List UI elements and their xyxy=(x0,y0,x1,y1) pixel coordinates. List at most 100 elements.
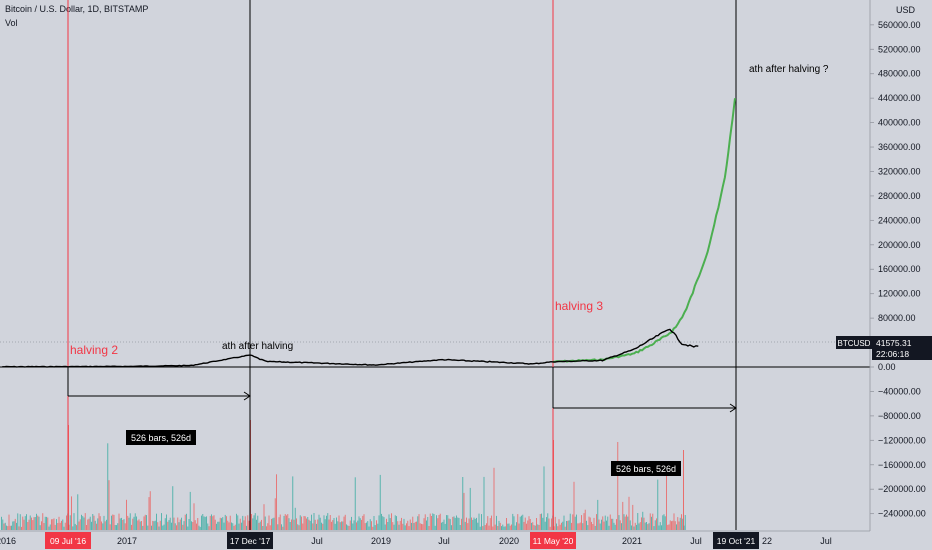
volume-bar xyxy=(47,517,49,530)
volume-bar xyxy=(33,517,35,530)
volume-bar xyxy=(596,514,597,530)
x-axis-panel[interactable] xyxy=(0,531,932,550)
volume-bar xyxy=(104,521,106,530)
volume-bar xyxy=(128,517,130,530)
volume-bar xyxy=(302,523,304,530)
volume-bar xyxy=(22,516,24,530)
volume-bar xyxy=(647,524,649,530)
volume-bar xyxy=(426,520,427,530)
volume-bar xyxy=(39,525,41,530)
volume-bar xyxy=(337,521,339,530)
volume-bar xyxy=(423,518,425,530)
volume-bar xyxy=(328,519,330,530)
volume-bar xyxy=(627,516,629,530)
volume-bar xyxy=(659,522,661,530)
volume-bar xyxy=(384,524,386,530)
y-tick-label: 400000.00 xyxy=(878,118,921,128)
volume-bar xyxy=(572,514,574,530)
volume-bar xyxy=(351,516,352,530)
volume-bar xyxy=(233,525,235,530)
volume-bar xyxy=(376,520,377,530)
volume-bar xyxy=(511,524,512,530)
volume-bar xyxy=(367,521,369,530)
y-tick-label: 120000.00 xyxy=(878,289,921,299)
volume-bar xyxy=(446,515,447,530)
volume-bar xyxy=(157,522,159,530)
volume-bar xyxy=(524,517,526,530)
volume-bar xyxy=(573,481,575,530)
volume-bar xyxy=(203,516,205,530)
volume-bar xyxy=(411,522,412,530)
volume-bar xyxy=(581,515,582,530)
volume-bar xyxy=(288,518,290,530)
volume-bar xyxy=(66,515,67,530)
price-badge xyxy=(872,336,932,360)
volume-bar xyxy=(37,515,39,530)
volume-bar xyxy=(452,516,454,530)
volume-bar xyxy=(154,520,156,530)
volume-bar xyxy=(602,516,604,530)
volume-bar xyxy=(387,522,389,530)
volume-bar xyxy=(484,525,486,530)
volume-bar xyxy=(36,513,37,530)
volume-bar xyxy=(257,515,259,530)
volume-bar xyxy=(344,514,346,530)
volume-bar xyxy=(126,499,127,530)
x-tick-label: 22 xyxy=(762,536,772,546)
volume-bar xyxy=(211,514,212,530)
volume-bar xyxy=(541,513,542,530)
volume-bar xyxy=(478,513,480,530)
volume-bar xyxy=(164,518,166,530)
volume-bar xyxy=(267,523,269,530)
volume-bar xyxy=(214,519,216,530)
volume-bar xyxy=(547,513,549,530)
volume-bar xyxy=(398,524,400,530)
volume-bar xyxy=(21,526,22,530)
volume-bar xyxy=(461,518,462,530)
x-highlight-badge xyxy=(227,532,273,549)
volume-bar xyxy=(466,517,467,530)
volume-bar xyxy=(112,514,114,530)
y-axis-panel[interactable] xyxy=(870,0,932,550)
volume-bar xyxy=(292,476,294,530)
volume-bar xyxy=(312,523,314,530)
volume-bar xyxy=(226,516,227,530)
volume-bar xyxy=(222,517,224,530)
volume-bar xyxy=(94,520,96,530)
volume-bar xyxy=(399,520,401,530)
volume-bar xyxy=(441,522,442,530)
volume-bar xyxy=(531,522,532,530)
volume-bar xyxy=(346,524,347,530)
symbol-badge xyxy=(836,336,872,349)
volume-bar xyxy=(49,524,51,530)
volume-bar xyxy=(329,515,331,530)
volume-bar xyxy=(574,516,576,530)
volume-bar xyxy=(481,514,482,530)
volume-bar xyxy=(227,520,229,530)
volume-bar xyxy=(543,466,545,530)
volume-bar xyxy=(409,519,411,530)
volume-bar xyxy=(58,516,60,530)
volume-bar xyxy=(336,517,337,530)
volume-bar xyxy=(502,524,504,530)
volume-bar xyxy=(132,518,134,530)
volume-bar xyxy=(657,479,659,530)
volume-bar xyxy=(474,518,476,530)
volume-bar xyxy=(517,514,519,530)
volume-bar xyxy=(633,526,635,530)
indicator-label: Vol xyxy=(5,18,18,28)
volume-bar xyxy=(594,525,596,530)
volume-bar xyxy=(634,522,636,530)
volume-bar xyxy=(174,523,176,530)
volume-bar xyxy=(499,522,501,530)
y-tick-label: 200000.00 xyxy=(878,240,921,250)
y-tick-label: 520000.00 xyxy=(878,44,921,54)
x-tick-label: 2017 xyxy=(117,536,137,546)
volume-bar xyxy=(419,523,421,530)
volume-bar xyxy=(251,514,252,530)
y-tick-label: 320000.00 xyxy=(878,166,921,176)
volume-bar xyxy=(549,526,551,530)
volume-bar xyxy=(183,521,185,530)
volume-bar xyxy=(479,526,481,530)
